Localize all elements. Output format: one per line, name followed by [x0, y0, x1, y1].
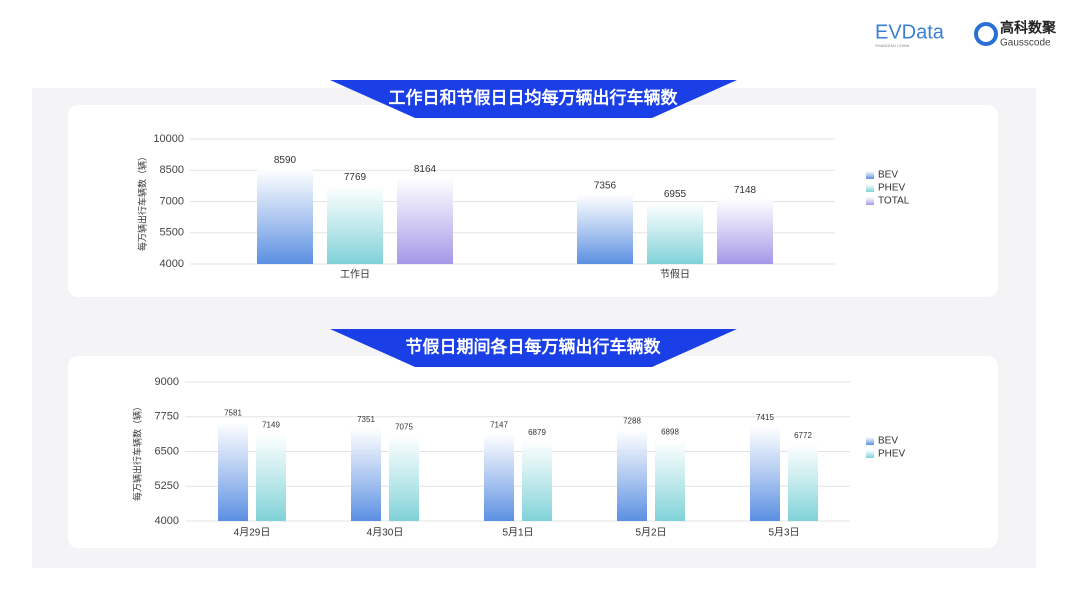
x-tick-label: 节假日 — [660, 268, 690, 281]
bar — [327, 185, 383, 264]
bar — [351, 427, 381, 521]
bar — [218, 421, 248, 521]
y-tick-label: 5500 — [160, 227, 184, 239]
value-label: 7415 — [756, 413, 774, 422]
logo-icon — [974, 22, 998, 46]
y-tick-label: 4000 — [155, 515, 179, 527]
y-tick-label: 9000 — [155, 376, 179, 388]
value-label: 7288 — [623, 417, 641, 426]
y-tick-label: 4000 — [160, 258, 184, 270]
x-tick-label: 5月3日 — [768, 527, 799, 539]
value-label: 7769 — [344, 172, 367, 183]
bar — [617, 429, 647, 521]
bar — [717, 198, 773, 264]
value-label: 7356 — [594, 181, 617, 192]
legend-label: BEV — [878, 436, 898, 447]
value-label: 7075 — [395, 423, 413, 432]
bar — [655, 440, 685, 521]
bar — [647, 202, 703, 264]
logo-text: EVData — [875, 21, 945, 43]
x-tick-label: 5月1日 — [502, 527, 533, 539]
title-banner — [330, 329, 737, 367]
bar — [257, 168, 313, 264]
value-label: 6955 — [664, 189, 687, 200]
x-tick-label: 工作日 — [340, 269, 370, 281]
x-tick-label: 4月30日 — [367, 527, 404, 539]
logo-subtext: SHANGHAI CHINA — [875, 43, 910, 48]
legend-swatch — [866, 184, 874, 192]
bar — [788, 443, 818, 521]
legend-swatch — [866, 450, 874, 458]
y-tick-label: 7000 — [160, 195, 184, 207]
y-tick-label: 8500 — [160, 164, 184, 176]
chart-title: 节假日期间各日每万辆出行车辆数 — [406, 336, 662, 356]
bar — [389, 435, 419, 521]
title-banner — [330, 80, 737, 118]
y-tick-label: 5250 — [155, 480, 179, 492]
value-label: 6898 — [661, 428, 679, 437]
bar — [750, 426, 780, 521]
x-tick-label: 5月2日 — [635, 527, 666, 539]
value-label: 7147 — [490, 421, 508, 430]
legend-label: TOTAL — [878, 196, 910, 207]
bar — [256, 433, 286, 521]
value-label: 7149 — [262, 421, 280, 430]
y-axis-label: 每万辆出行车辆数（辆） — [131, 402, 142, 501]
x-tick-label: 4月29日 — [234, 527, 271, 539]
chart-title: 工作日和节假日日均每万辆出行车辆数 — [389, 87, 679, 107]
value-label: 8164 — [414, 164, 437, 175]
bar — [522, 440, 552, 521]
y-tick-label: 7750 — [155, 411, 179, 423]
legend-swatch — [866, 171, 874, 179]
y-tick-label: 10000 — [153, 133, 184, 145]
y-tick-label: 6500 — [155, 445, 179, 457]
y-axis-label: 每万辆出行车辆数（辆） — [136, 152, 147, 251]
legend-label: PHEV — [878, 183, 906, 194]
value-label: 8590 — [274, 155, 297, 166]
value-label: 7148 — [734, 185, 757, 196]
value-label: 7581 — [224, 409, 242, 418]
legend-swatch — [866, 437, 874, 445]
value-label: 6879 — [528, 428, 546, 437]
value-label: 7351 — [357, 415, 375, 424]
bar — [484, 433, 514, 521]
logo-subtext: Gausscode — [1000, 38, 1051, 49]
bar — [577, 194, 633, 264]
value-label: 6772 — [794, 431, 812, 440]
legend-label: BEV — [878, 170, 898, 181]
legend-swatch — [866, 197, 874, 205]
logo-text: 高科数聚 — [1000, 20, 1057, 36]
legend-label: PHEV — [878, 449, 906, 460]
bar — [397, 177, 453, 264]
